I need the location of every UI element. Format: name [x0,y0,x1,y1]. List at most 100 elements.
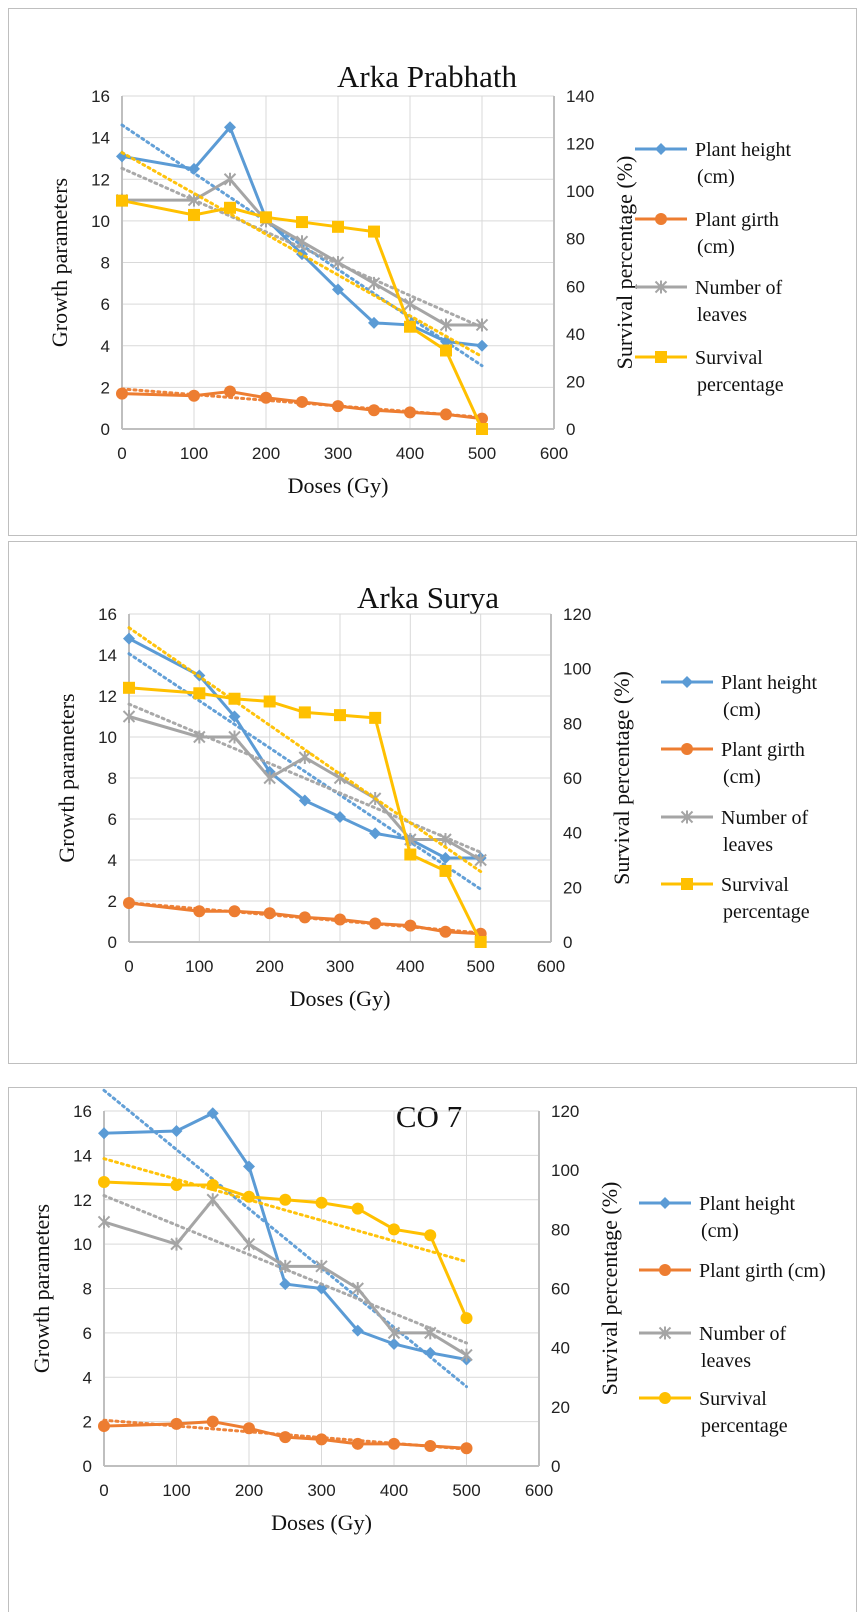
legend-marker [658,1326,672,1340]
chart-panel-arka-prabhath: Arka Prabhath 0 2 4 6 8 10 12 14 16 0 20 40 60 80 100 12… [8,8,857,536]
data-point [476,339,488,352]
y-tick-label: 8 [108,769,117,788]
legend-label: Survival [721,874,789,896]
data-point [440,344,452,357]
trendline [127,652,483,891]
data-point [228,710,241,723]
series-1 [123,897,487,940]
legend-label: Plant girth (cm) [699,1260,826,1282]
legend-label: (cm) [723,766,761,788]
data-point [439,851,452,864]
y-tick-label: 14 [73,1146,92,1165]
y2-tick-label: 40 [551,1339,570,1358]
series-line [121,124,483,348]
legend-entry: Plant girth (cm) [661,739,805,788]
x-tick-label: 500 [466,957,494,976]
data-point [279,1259,292,1273]
legend-label: Plant height [721,672,818,694]
data-point [206,1193,219,1207]
x-tick-label: 300 [324,444,352,463]
data-point [295,235,309,249]
x-tick-label: 200 [235,1481,263,1500]
y-tick-label: 6 [83,1324,92,1343]
data-point [388,1223,400,1236]
y-axis-label: Growth parameters [29,1204,54,1373]
data-point [279,1431,292,1444]
legend-label: (cm) [723,699,761,721]
x-tick-label: 400 [380,1481,408,1500]
y-tick-label: 4 [101,337,110,356]
x-tick-label: 400 [396,957,424,976]
data-point [439,864,452,877]
data-point [279,1278,292,1291]
legend-marker [659,1264,671,1276]
x-tick-label: 600 [537,957,565,976]
y-tick-label: 0 [83,1457,92,1476]
legend-label: leaves [723,834,773,856]
x-tick-label: 0 [99,1481,108,1500]
data-point [351,1202,364,1215]
data-point [228,905,241,918]
data-point [474,936,487,948]
series-line [128,901,481,936]
y2-tick-label: 120 [551,1102,579,1121]
data-point [263,695,276,708]
data-point [243,1422,255,1435]
x-axis-label: Doses (Gy) [271,1510,372,1535]
series-line [128,637,481,860]
y2-tick-label: 0 [563,933,572,952]
data-point [260,391,272,404]
series-line [121,199,484,430]
legend-marker [655,351,667,363]
data-point [369,711,382,724]
data-point [369,827,382,840]
y2-axis-label: Survival percentage (%) [609,671,634,885]
x-tick-label: 100 [180,444,208,463]
x-tick-label: 300 [307,1481,335,1500]
data-point [193,730,206,744]
legend-label: (cm) [697,236,735,258]
y2-tick-label: 100 [566,182,594,201]
data-point [224,121,236,134]
y2-tick-label: 100 [551,1161,579,1180]
y-tick-label: 10 [91,212,110,231]
legend-label: Plant height [695,139,792,161]
x-axis-label: Doses (Gy) [288,473,389,498]
legend-label: (cm) [701,1220,739,1242]
data-point [206,1415,219,1428]
y-tick-label: 16 [98,605,117,624]
y-tick-label: 0 [108,933,117,952]
y-tick-label: 2 [83,1413,92,1432]
data-point [460,1312,473,1325]
y2-tick-label: 40 [566,325,585,344]
series-0 [98,1088,473,1389]
y2-tick-label: 0 [566,420,575,439]
y-tick-label: 0 [101,420,110,439]
data-point [243,1160,255,1173]
data-point [97,1215,111,1229]
data-point [98,1420,110,1433]
legend-marker [655,213,667,225]
data-point [224,201,236,214]
data-point [351,1437,364,1450]
data-point [332,283,344,296]
x-tick-label: 100 [162,1481,190,1500]
data-point [334,810,346,823]
data-point [439,318,453,332]
data-point [475,318,489,332]
legend-entry: Plant height (cm) [661,672,818,721]
data-point [424,1346,437,1359]
x-tick-label: 500 [468,444,496,463]
chart-svg-co-7: CO 7 0 2 4 6 8 10 12 14 16 0 20 40 60 80 100 120 0 100 200 3… [29,1088,826,1535]
x-tick-label: 300 [326,957,354,976]
data-point [279,1193,292,1206]
legend-marker [680,810,694,824]
legend-label: percentage [723,901,810,923]
data-point [188,208,200,221]
trendline [102,1194,468,1345]
data-point [228,692,241,705]
data-point [170,1237,183,1251]
trendline [127,626,483,874]
y2-tick-label: 120 [566,135,594,154]
y2-tick-label: 20 [566,372,585,391]
